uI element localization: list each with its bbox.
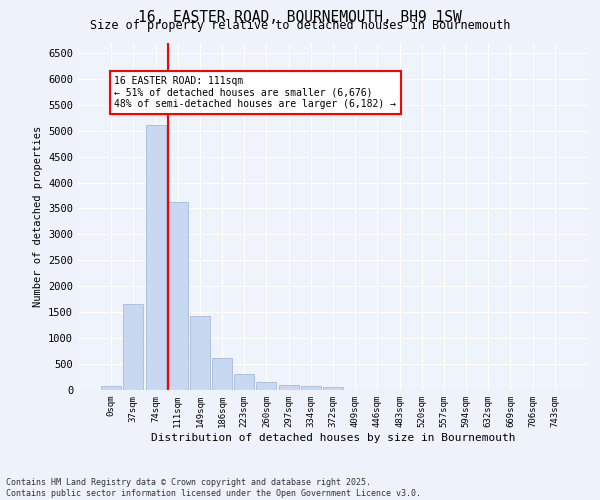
Text: 16 EASTER ROAD: 111sqm
← 51% of detached houses are smaller (6,676)
48% of semi-: 16 EASTER ROAD: 111sqm ← 51% of detached…	[115, 76, 397, 110]
Text: Contains HM Land Registry data © Crown copyright and database right 2025.
Contai: Contains HM Land Registry data © Crown c…	[6, 478, 421, 498]
X-axis label: Distribution of detached houses by size in Bournemouth: Distribution of detached houses by size …	[151, 432, 515, 442]
Bar	[278, 385, 299, 390]
Text: Size of property relative to detached houses in Bournemouth: Size of property relative to detached ho…	[90, 18, 510, 32]
Bar	[323, 387, 343, 390]
Bar	[301, 386, 321, 390]
Bar	[190, 316, 210, 390]
Bar	[101, 386, 121, 390]
Bar	[212, 358, 232, 390]
Y-axis label: Number of detached properties: Number of detached properties	[32, 126, 43, 307]
Bar	[124, 304, 143, 390]
Text: 16, EASTER ROAD, BOURNEMOUTH, BH9 1SW: 16, EASTER ROAD, BOURNEMOUTH, BH9 1SW	[138, 10, 462, 25]
Bar	[146, 126, 166, 390]
Bar	[168, 202, 188, 390]
Bar	[256, 382, 277, 390]
Bar	[234, 374, 254, 390]
